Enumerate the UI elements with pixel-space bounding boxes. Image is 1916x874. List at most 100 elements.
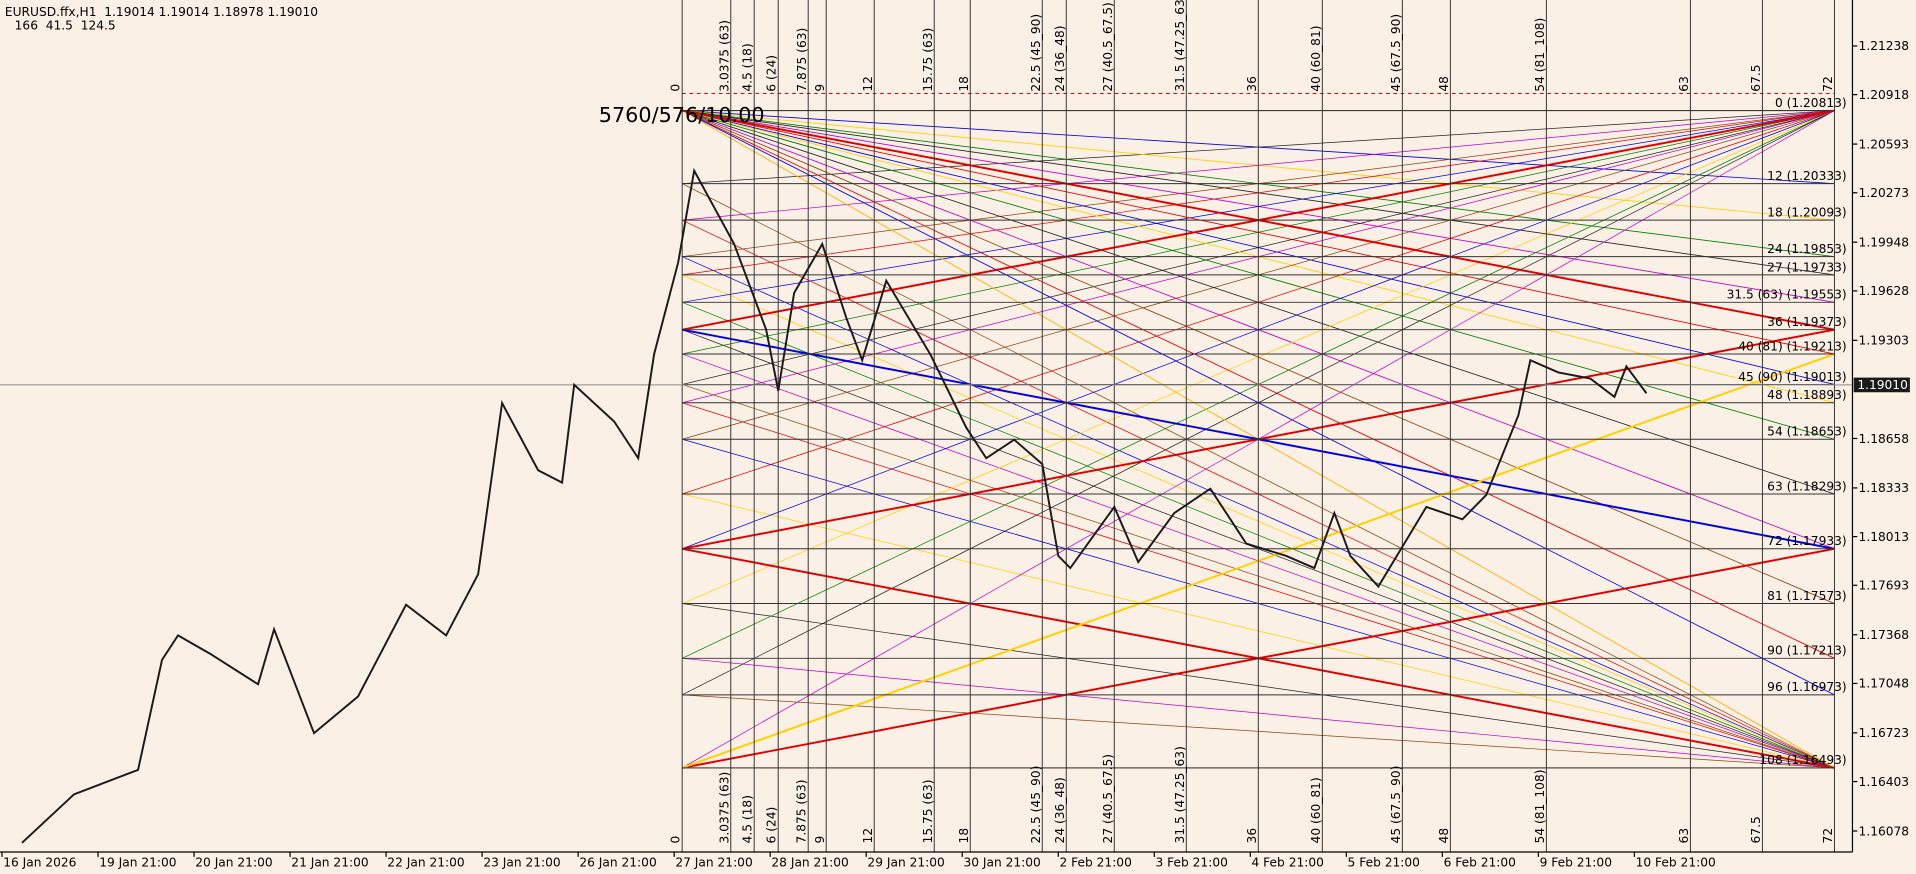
- x-tick-label: 22 Jan 21:00: [387, 856, 464, 870]
- x-tick-label: 26 Jan 21:00: [579, 856, 656, 870]
- x-tick-label: 29 Jan 21:00: [867, 856, 944, 870]
- y-tick-label: 1.19948: [1859, 235, 1910, 249]
- y-tick-label: 1.16078: [1859, 824, 1910, 838]
- time-level-label: 4.5 (18): [741, 43, 755, 91]
- time-level-label: 27 (40.5_67.5): [1101, 754, 1115, 844]
- time-level-label: 3.0375 (63): [717, 772, 731, 844]
- time-level-label: 72: [1821, 76, 1835, 92]
- price-level-label: 12 (1.20333): [1767, 169, 1846, 183]
- time-level-label: 45 (67.5_90): [1389, 14, 1403, 92]
- levels: [681, 0, 1835, 852]
- time-level-label: 12: [861, 76, 875, 92]
- x-tick-label: 4 Feb 21:00: [1252, 856, 1324, 870]
- y-tick-label: 1.17368: [1859, 628, 1910, 642]
- x-tick-label: 10 Feb 21:00: [1636, 856, 1716, 870]
- y-tick-label: 1.16403: [1859, 775, 1910, 789]
- price-level-label: 31.5 (63) (1.19553): [1727, 288, 1847, 302]
- time-level-label: 7.875 (63): [795, 28, 809, 92]
- time-level-label: 36: [1245, 828, 1259, 844]
- chart-subtitle: 166 41.5 124.5: [15, 18, 116, 32]
- time-level-label: 40 (60_81): [1309, 25, 1323, 91]
- time-level-label: 12: [861, 828, 875, 844]
- time-level-label: 9: [813, 84, 827, 92]
- time-level-label: 0: [669, 836, 683, 844]
- x-tick-label: 16 Jan 2026: [3, 856, 76, 870]
- time-level-label: 24 (36_48): [1053, 777, 1067, 843]
- price-level-label: 27 (1.19733): [1767, 260, 1846, 274]
- y-tick-label: 1.19303: [1859, 334, 1910, 348]
- time-level-label: 15.75 (63): [921, 28, 935, 92]
- time-level-label: 18: [957, 76, 971, 92]
- x-tick-label: 3 Feb 21:00: [1156, 856, 1228, 870]
- price-level-label: 90 (1.17213): [1767, 644, 1846, 658]
- time-level-label: 48: [1437, 76, 1451, 92]
- time-level-label: 36: [1245, 76, 1259, 92]
- time-level-label: 45 (67.5_90): [1389, 766, 1403, 844]
- time-level-label: 22.5 (45_90): [1029, 766, 1043, 844]
- price-level-label: 0 (1.20813): [1775, 96, 1847, 110]
- time-level-label: 22.5 (45_90): [1029, 14, 1043, 92]
- x-tick-label: 27 Jan 21:00: [675, 856, 752, 870]
- price-level-label: 36 (1.19373): [1767, 315, 1846, 329]
- time-level-label: 6 (24): [765, 55, 779, 92]
- time-level-label: 27 (40.5_67.5): [1101, 2, 1115, 92]
- time-level-label: 18: [957, 828, 971, 844]
- price-level-label: 45 (90) (1.19013): [1738, 370, 1846, 384]
- last-price-label: 1.19010: [1857, 378, 1908, 392]
- x-tick-label: 19 Jan 21:00: [99, 856, 176, 870]
- time-level-label: 31.5 (47.25_63): [1173, 0, 1187, 92]
- y-tick-label: 1.20918: [1859, 88, 1910, 102]
- price-level-label: 81 (1.17573): [1767, 589, 1846, 603]
- time-level-label: 54 (81_108): [1533, 18, 1547, 92]
- time-level-label: 3.0375 (63): [717, 20, 731, 92]
- x-tick-label: 28 Jan 21:00: [771, 856, 848, 870]
- time-level-label: 48: [1437, 828, 1451, 844]
- time-level-label: 67.5: [1749, 816, 1763, 843]
- time-level-label: 67.5: [1749, 64, 1763, 91]
- price-level-label: 63 (1.18293): [1767, 479, 1846, 493]
- time-level-label: 54 (81_108): [1533, 769, 1547, 843]
- price-level-label: 18 (1.20093): [1767, 205, 1846, 219]
- time-level-label: 4.5 (18): [741, 795, 755, 843]
- price-level-label: 48 (1.18893): [1767, 388, 1846, 402]
- annotation: 5760/576/10.00: [599, 103, 765, 127]
- y-tick-label: 1.18333: [1859, 481, 1910, 495]
- x-tick-label: 20 Jan 21:00: [195, 856, 272, 870]
- time-level-label: 24 (36_48): [1053, 25, 1067, 91]
- price-level-label: 54 (1.18653): [1767, 425, 1846, 439]
- time-level-label: 6 (24): [765, 807, 779, 844]
- time-level-label: 7.875 (63): [795, 779, 809, 843]
- x-tick-label: 6 Feb 21:00: [1444, 856, 1516, 870]
- y-tick-label: 1.19628: [1859, 284, 1910, 298]
- y-tick-label: 1.16723: [1859, 726, 1910, 740]
- time-level-label: 31.5 (47.25_63): [1173, 746, 1187, 843]
- x-tick-label: 30 Jan 21:00: [963, 856, 1040, 870]
- price-level-label: 96 (1.16973): [1767, 680, 1846, 694]
- y-tick-label: 1.18658: [1859, 432, 1910, 446]
- time-level-label: 0: [669, 84, 683, 92]
- time-level-label: 40 (60_81): [1309, 777, 1323, 843]
- price-line: [21, 167, 1648, 844]
- y-tick-label: 1.18013: [1859, 530, 1910, 544]
- y-tick-label: 1.20273: [1859, 186, 1910, 200]
- x-tick-label: 21 Jan 21:00: [291, 856, 368, 870]
- last-price-box: [1853, 377, 1910, 393]
- x-tick-label: 23 Jan 21:00: [483, 856, 560, 870]
- price-level-label: 108 (1.16493): [1759, 753, 1846, 767]
- time-level-label: 63: [1677, 828, 1691, 844]
- y-tick-label: 1.17693: [1859, 579, 1910, 593]
- price-level-label: 24 (1.19853): [1767, 242, 1846, 256]
- x-tick-label: 5 Feb 21:00: [1348, 856, 1420, 870]
- price-level-label: 72 (1.17933): [1767, 534, 1846, 548]
- y-tick-label: 1.20593: [1859, 137, 1910, 151]
- y-tick-label: 1.21238: [1859, 39, 1910, 53]
- chart-title: EURUSD.ffx,H1 1.19014 1.19014 1.18978 1.…: [5, 5, 318, 19]
- x-tick-label: 9 Feb 21:00: [1540, 856, 1612, 870]
- time-level-label: 15.75 (63): [921, 779, 935, 843]
- price-level-label: 40 (81) (1.19213): [1738, 339, 1846, 353]
- time-level-label: 63: [1677, 76, 1691, 92]
